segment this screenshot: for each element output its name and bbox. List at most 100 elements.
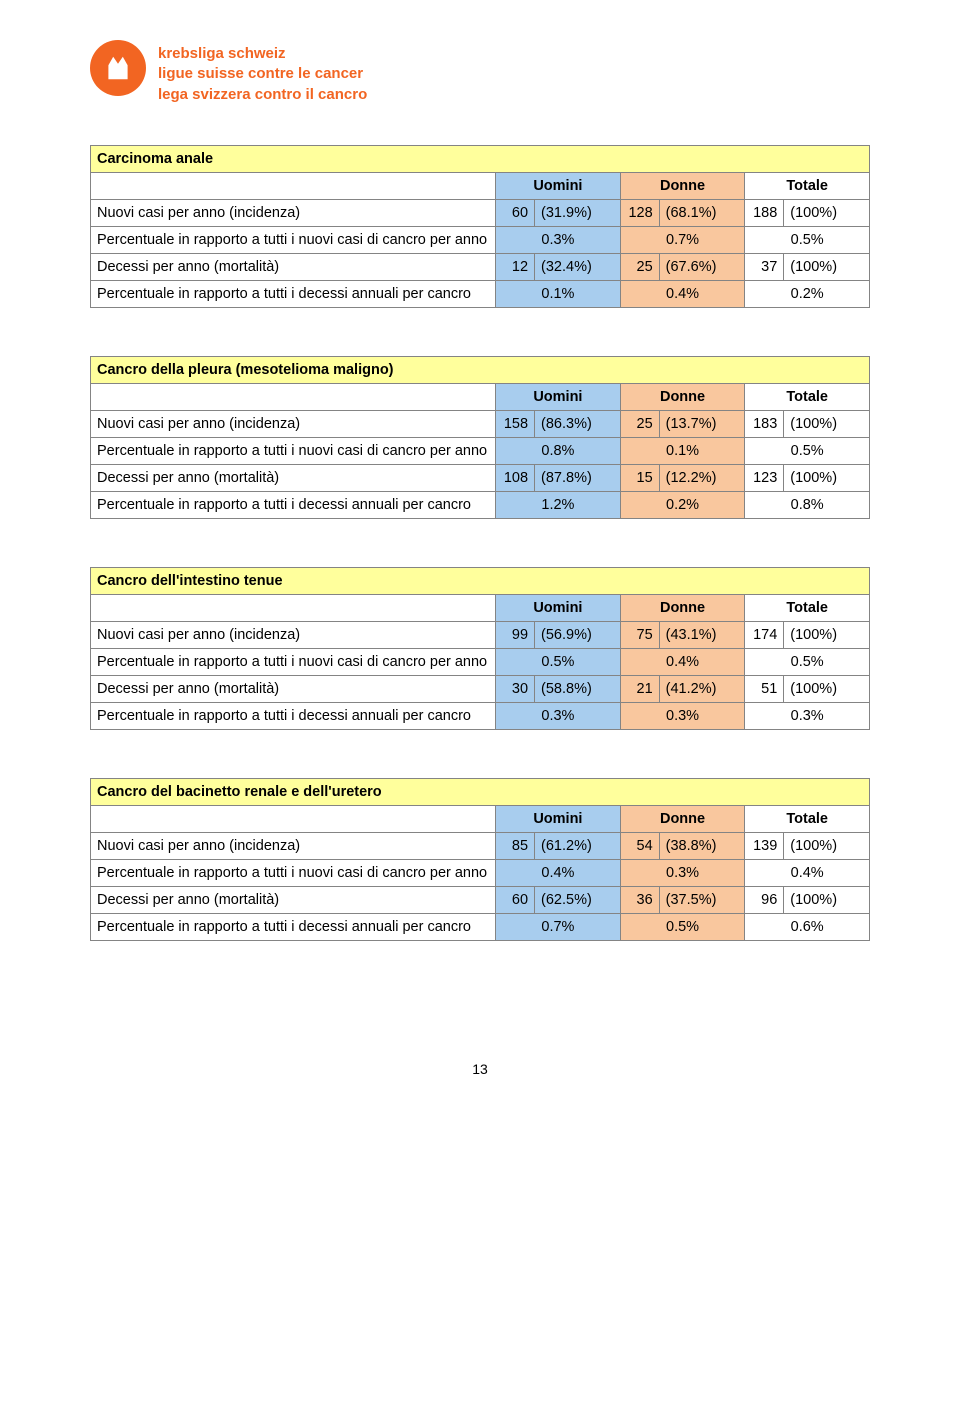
- cell: 0.3%: [620, 702, 745, 729]
- col-header-totale: Totale: [745, 594, 870, 621]
- row-label-mortalita: Decessi per anno (mortalità): [91, 675, 496, 702]
- cell: 99: [496, 621, 535, 648]
- cell: (31.9%): [535, 199, 621, 226]
- cell: 0.4%: [745, 859, 870, 886]
- cell: 183: [745, 410, 784, 437]
- cell: 25: [620, 410, 659, 437]
- cell: 21: [620, 675, 659, 702]
- cell: (62.5%): [535, 886, 621, 913]
- cell: 0.4%: [496, 859, 621, 886]
- cell: (41.2%): [659, 675, 745, 702]
- cell: 139: [745, 832, 784, 859]
- cell: 174: [745, 621, 784, 648]
- table-title: Cancro del bacinetto renale e dell'urete…: [91, 778, 870, 805]
- row-label-mortalita: Decessi per anno (mortalità): [91, 886, 496, 913]
- cell: 85: [496, 832, 535, 859]
- row-label-mortalita: Decessi per anno (mortalità): [91, 253, 496, 280]
- cell: 1.2%: [496, 491, 621, 518]
- cell: 0.1%: [496, 280, 621, 307]
- cell: (100%): [784, 832, 870, 859]
- row-label-incidenza: Nuovi casi per anno (incidenza): [91, 621, 496, 648]
- col-header-donne: Donne: [620, 805, 745, 832]
- cell: 12: [496, 253, 535, 280]
- header-empty: [91, 805, 496, 832]
- cancer-table: Carcinoma analeUominiDonneTotaleNuovi ca…: [90, 145, 870, 308]
- row-label-perc-nuovi: Percentuale in rapporto a tutti i nuovi …: [91, 859, 496, 886]
- col-header-uomini: Uomini: [496, 383, 621, 410]
- col-header-uomini: Uomini: [496, 805, 621, 832]
- cancer-table: Cancro dell'intestino tenueUominiDonneTo…: [90, 567, 870, 730]
- cell: (58.8%): [535, 675, 621, 702]
- cell: 75: [620, 621, 659, 648]
- cell: 0.3%: [620, 859, 745, 886]
- cell: (100%): [784, 675, 870, 702]
- cell: (100%): [784, 464, 870, 491]
- header-empty: [91, 172, 496, 199]
- tables-host: Carcinoma analeUominiDonneTotaleNuovi ca…: [90, 145, 870, 941]
- cell: 0.2%: [620, 491, 745, 518]
- row-label-mortalita: Decessi per anno (mortalità): [91, 464, 496, 491]
- cell: (67.6%): [659, 253, 745, 280]
- table-title: Carcinoma anale: [91, 145, 870, 172]
- cell: 0.5%: [745, 226, 870, 253]
- cell: (100%): [784, 199, 870, 226]
- cell: 0.3%: [745, 702, 870, 729]
- cell: 128: [620, 199, 659, 226]
- cell: 0.8%: [496, 437, 621, 464]
- cell: (100%): [784, 410, 870, 437]
- brand-line-2: ligue suisse contre le cancer: [158, 64, 367, 84]
- cell: 60: [496, 886, 535, 913]
- cell: (56.9%): [535, 621, 621, 648]
- cell: (68.1%): [659, 199, 745, 226]
- cell: (86.3%): [535, 410, 621, 437]
- brand-header: krebsliga schweiz ligue suisse contre le…: [90, 40, 870, 105]
- cell: (43.1%): [659, 621, 745, 648]
- header-empty: [91, 594, 496, 621]
- cell: 108: [496, 464, 535, 491]
- cell: (100%): [784, 621, 870, 648]
- cell: (61.2%): [535, 832, 621, 859]
- cell: 0.2%: [745, 280, 870, 307]
- row-label-perc-decessi: Percentuale in rapporto a tutti i decess…: [91, 280, 496, 307]
- row-label-perc-decessi: Percentuale in rapporto a tutti i decess…: [91, 491, 496, 518]
- cell: (12.2%): [659, 464, 745, 491]
- cell: 25: [620, 253, 659, 280]
- cell: (13.7%): [659, 410, 745, 437]
- cell: 0.3%: [496, 702, 621, 729]
- cell: (37.5%): [659, 886, 745, 913]
- col-header-uomini: Uomini: [496, 172, 621, 199]
- header-empty: [91, 383, 496, 410]
- cell: 0.7%: [496, 913, 621, 940]
- col-header-donne: Donne: [620, 383, 745, 410]
- row-label-incidenza: Nuovi casi per anno (incidenza): [91, 832, 496, 859]
- row-label-perc-nuovi: Percentuale in rapporto a tutti i nuovi …: [91, 226, 496, 253]
- brand-line-3: lega svizzera contro il cancro: [158, 85, 367, 105]
- row-label-incidenza: Nuovi casi per anno (incidenza): [91, 199, 496, 226]
- cell: 0.8%: [745, 491, 870, 518]
- cell: 30: [496, 675, 535, 702]
- col-header-donne: Donne: [620, 594, 745, 621]
- cell: 60: [496, 199, 535, 226]
- cell: 0.5%: [620, 913, 745, 940]
- table-title: Cancro della pleura (mesotelioma maligno…: [91, 356, 870, 383]
- cell: 0.4%: [620, 280, 745, 307]
- cancer-table: Cancro del bacinetto renale e dell'urete…: [90, 778, 870, 941]
- cell: 0.5%: [745, 648, 870, 675]
- col-header-donne: Donne: [620, 172, 745, 199]
- cell: (38.8%): [659, 832, 745, 859]
- page-number: 13: [90, 1061, 870, 1077]
- cell: 15: [620, 464, 659, 491]
- cell: 188: [745, 199, 784, 226]
- col-header-totale: Totale: [745, 805, 870, 832]
- row-label-perc-nuovi: Percentuale in rapporto a tutti i nuovi …: [91, 437, 496, 464]
- cell: (100%): [784, 253, 870, 280]
- table-title: Cancro dell'intestino tenue: [91, 567, 870, 594]
- cell: (87.8%): [535, 464, 621, 491]
- row-label-incidenza: Nuovi casi per anno (incidenza): [91, 410, 496, 437]
- row-label-perc-nuovi: Percentuale in rapporto a tutti i nuovi …: [91, 648, 496, 675]
- cell: 0.7%: [620, 226, 745, 253]
- cancer-table: Cancro della pleura (mesotelioma maligno…: [90, 356, 870, 519]
- brand-logo-text: krebsliga schweiz ligue suisse contre le…: [158, 40, 367, 105]
- row-label-perc-decessi: Percentuale in rapporto a tutti i decess…: [91, 702, 496, 729]
- brand-logo-icon: [90, 40, 146, 96]
